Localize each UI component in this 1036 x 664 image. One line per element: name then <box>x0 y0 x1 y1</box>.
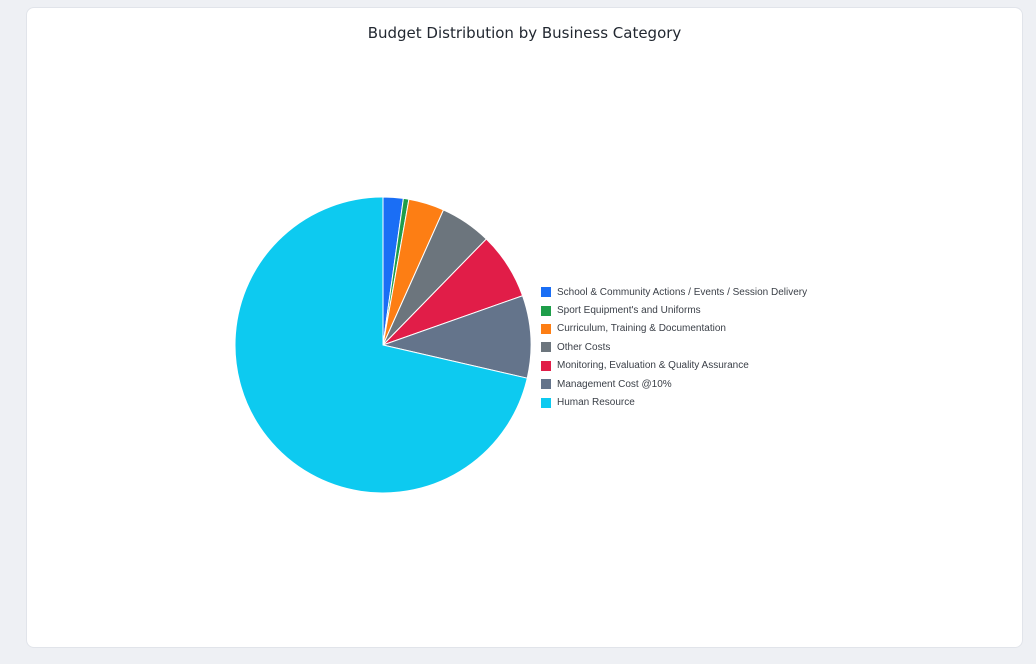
legend-label: Management Cost @10% <box>557 378 672 390</box>
legend-label: Monitoring, Evaluation & Quality Assuran… <box>557 360 749 372</box>
legend-swatch <box>541 287 551 298</box>
legend-item-3[interactable]: Other Costs <box>541 338 807 356</box>
legend-swatch <box>541 360 551 371</box>
legend-item-5[interactable]: Management Cost @10% <box>541 375 807 393</box>
legend-item-6[interactable]: Human Resource <box>541 393 807 411</box>
legend-swatch <box>541 379 551 390</box>
chart-title: Budget Distribution by Business Category <box>367 24 682 42</box>
legend-label: Other Costs <box>557 341 611 353</box>
pie-slice-6[interactable] <box>234 196 528 494</box>
legend-item-2[interactable]: Curriculum, Training & Documentation <box>541 320 807 338</box>
legend-swatch <box>541 342 551 353</box>
pie-slice-5[interactable] <box>381 295 532 379</box>
pie-chart <box>234 196 532 494</box>
legend-label: Sport Equipment's and Uniforms <box>557 305 701 317</box>
legend-item-0[interactable]: School & Community Actions / Events / Se… <box>541 283 807 301</box>
chart-legend: School & Community Actions / Events / Se… <box>541 283 807 412</box>
legend-swatch <box>541 305 551 316</box>
chart-card: Budget Distribution by Business Category… <box>26 7 1023 648</box>
legend-item-1[interactable]: Sport Equipment's and Uniforms <box>541 301 807 319</box>
legend-item-4[interactable]: Monitoring, Evaluation & Quality Assuran… <box>541 357 807 375</box>
legend-label: Human Resource <box>557 397 635 409</box>
legend-swatch <box>541 323 551 334</box>
legend-label: School & Community Actions / Events / Se… <box>557 286 808 298</box>
legend-label: Curriculum, Training & Documentation <box>557 323 726 335</box>
legend-swatch <box>541 397 551 408</box>
